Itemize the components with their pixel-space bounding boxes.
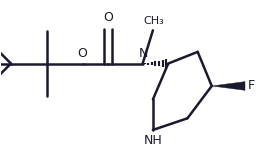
Text: NH: NH: [144, 134, 162, 147]
Text: F: F: [248, 79, 255, 93]
Text: O: O: [77, 47, 87, 60]
Text: N: N: [139, 47, 149, 60]
Text: O: O: [103, 11, 113, 24]
Text: CH₃: CH₃: [143, 16, 164, 26]
Polygon shape: [212, 82, 245, 90]
